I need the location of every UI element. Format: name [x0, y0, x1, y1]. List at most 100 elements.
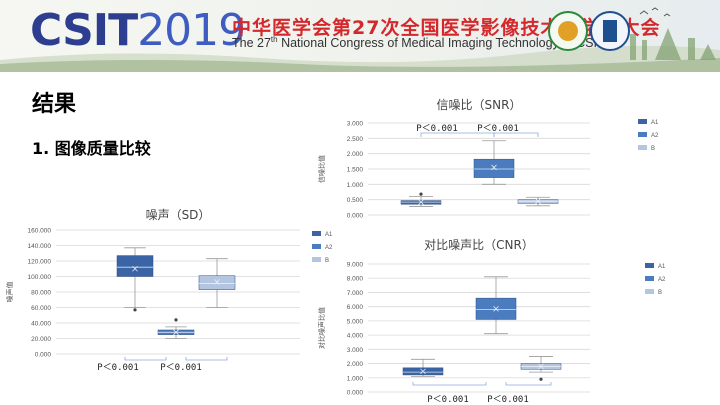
- y-tick-label: 8.000: [347, 276, 364, 283]
- p-value-label: P＜0.001: [160, 363, 202, 373]
- y-tick-label: 100.000: [28, 274, 52, 281]
- chart-title: 对比噪声比（CNR）: [424, 238, 534, 252]
- y-tick-label: 3.000: [347, 121, 364, 128]
- conference-banner: CSIT2019 中华医学会第27次全国医学影像技术学学术大会 The 27th…: [0, 0, 720, 72]
- legend-label: A2: [651, 133, 659, 139]
- mean-marker: [491, 164, 497, 171]
- chart-title: 信噪比（SNR）: [437, 98, 522, 112]
- slide-heading: 结果: [32, 92, 77, 117]
- y-tick-label: 3.000: [347, 347, 364, 354]
- box-a1: [402, 358, 444, 377]
- box-b: [520, 356, 562, 381]
- outlier-point: [174, 318, 178, 322]
- legend-swatch: [312, 231, 321, 236]
- y-tick-label: 2.000: [347, 151, 364, 158]
- legend-label: B: [651, 146, 655, 152]
- box-b: [517, 196, 559, 207]
- p-value-label: P＜0.001: [487, 395, 529, 405]
- outlier-point: [539, 377, 543, 381]
- box-iqr: [473, 158, 515, 178]
- mean-marker: [418, 199, 424, 205]
- significance-bracket: [185, 357, 228, 361]
- cnr-box-chart: 对比噪声比（CNR） 0.000 1.000 2.000 3.000 4.000 5.000…: [317, 238, 666, 405]
- legend-label: A1: [658, 264, 666, 270]
- y-tick-label: 1.500: [347, 167, 364, 174]
- y-axis-label: 噪声值: [5, 282, 14, 303]
- box-a2: [473, 140, 515, 185]
- slide-subheading: 1. 图像质量比较: [32, 139, 151, 158]
- significance-bracket: [124, 357, 167, 361]
- y-tick-label: 120.000: [28, 259, 52, 266]
- banner-title-en: The 27th National Congress of Medical Im…: [232, 35, 605, 50]
- y-axis-label: 信噪比值: [317, 155, 326, 183]
- y-tick-label: 0.500: [347, 197, 364, 204]
- y-tick-label: 0.000: [347, 213, 364, 220]
- legend-swatch: [645, 263, 654, 268]
- title-en-sup: th: [270, 35, 278, 44]
- y-tick-label: 140.000: [28, 243, 52, 250]
- outlier-point: [133, 308, 137, 312]
- mean-marker: [535, 198, 541, 204]
- y-tick-label: 20.000: [31, 336, 51, 343]
- y-tick-label: 4.000: [347, 333, 364, 340]
- box-b: [198, 258, 236, 308]
- p-value-label: P＜0.001: [416, 124, 458, 134]
- legend-label: B: [658, 290, 662, 296]
- title-en-pre: The 27: [232, 36, 271, 51]
- y-tick-label: 9.000: [347, 262, 364, 269]
- box-iqr: [116, 255, 154, 277]
- csit-logo: CSIT2019: [30, 9, 246, 53]
- legend-label: A1: [325, 232, 333, 238]
- outlier-point: [419, 192, 423, 196]
- society-seal-icon: [590, 11, 630, 51]
- title-en-post: National Congress of Medical Imaging Tec…: [277, 36, 605, 51]
- box-iqr: [198, 275, 236, 290]
- box-a1: [400, 192, 442, 207]
- legend-swatch: [645, 276, 654, 281]
- legend-swatch: [312, 257, 321, 262]
- logo-year-text: 2019: [137, 5, 246, 56]
- p-value-label: P＜0.001: [97, 363, 139, 373]
- y-tick-label: 40.000: [31, 321, 51, 328]
- y-tick-label: 6.000: [347, 304, 364, 311]
- y-tick-label: 7.000: [347, 290, 364, 297]
- legend-swatch: [638, 132, 647, 137]
- sd-box-chart: 噪声（SD） 0.000 20.000 40.000 60.000 80.000 100.0…: [5, 208, 333, 373]
- p-value-label: P＜0.001: [427, 395, 469, 405]
- y-tick-label: 2.500: [347, 136, 364, 143]
- significance-bracket: [493, 132, 539, 137]
- mean-marker: [493, 306, 499, 312]
- y-tick-label: 60.000: [31, 305, 51, 312]
- legend-swatch: [312, 244, 321, 249]
- association-seal-icon: [548, 11, 588, 51]
- significance-bracket: [505, 382, 552, 386]
- y-tick-label: 160.000: [28, 228, 52, 235]
- mean-marker: [420, 368, 426, 375]
- y-tick-label: 2.000: [347, 361, 364, 368]
- logo-main-text: CSIT: [30, 5, 138, 56]
- legend-swatch: [638, 119, 647, 124]
- snr-box-chart: 信噪比（SNR） 0.000 0.500 1.000 1.500 2.000 2.500 3.…: [317, 98, 659, 220]
- legend-label: A2: [658, 277, 666, 283]
- mean-marker: [132, 265, 138, 272]
- y-tick-label: 5.000: [347, 318, 364, 325]
- y-tick-label: 1.000: [347, 182, 364, 189]
- p-value-label: P＜0.001: [477, 124, 519, 134]
- box-a2: [475, 276, 517, 335]
- box-a2: [157, 318, 195, 339]
- y-tick-label: 0.000: [347, 390, 364, 397]
- mean-marker: [173, 329, 179, 336]
- y-axis-label: 对比噪声比值: [317, 307, 326, 349]
- significance-bracket: [412, 382, 487, 386]
- chart-title: 噪声（SD）: [146, 208, 211, 222]
- mean-marker: [214, 279, 220, 285]
- y-tick-label: 80.000: [31, 290, 51, 297]
- legend-swatch: [645, 289, 654, 294]
- legend-swatch: [638, 145, 647, 150]
- legend-label: B: [325, 258, 329, 264]
- y-tick-label: 0.000: [35, 352, 52, 359]
- y-tick-label: 1.000: [347, 375, 364, 382]
- mean-marker: [538, 363, 544, 370]
- legend-label: A2: [325, 245, 333, 251]
- box-a1: [116, 247, 154, 312]
